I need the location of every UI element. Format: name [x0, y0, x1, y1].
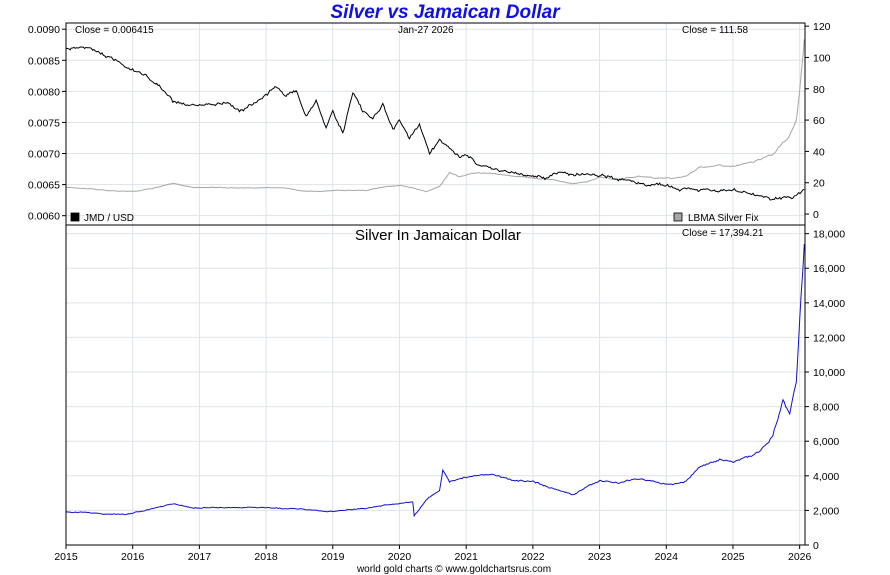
- bottom-right-tick-label: 10,000: [813, 367, 845, 379]
- x-tick-label: 2019: [321, 551, 345, 563]
- bottom-plot-frame: [66, 225, 805, 545]
- x-tick-label: 2015: [54, 551, 78, 563]
- top-close-left-label: Close = 0.006415: [75, 25, 154, 36]
- series-line-lbma-silver-fix: [66, 39, 804, 192]
- top-left-tick-label: 0.0060: [28, 211, 60, 223]
- legend-label-jmd-usd: JMD / USD: [84, 213, 134, 224]
- bottom-right-tick-label: 8,000: [813, 402, 839, 414]
- plot-frames: [66, 23, 805, 545]
- x-tick-label: 2017: [188, 551, 212, 563]
- bottom-right-tick-label: 12,000: [813, 332, 845, 344]
- series-line-silver-in-jamaican-dollar: [66, 244, 804, 516]
- axis-ticks: 2015 2016 2017 2018 2019 2020 2021 2022 2023 2024…: [28, 21, 845, 563]
- bottom-close-label: Close = 17,394.21: [682, 228, 764, 239]
- x-tick-label: 2022: [521, 551, 545, 563]
- x-tick-label: 2024: [655, 551, 679, 563]
- top-date-label: Jan-27 2026: [398, 25, 454, 36]
- chart-footer: world gold charts © www.goldchartsrus.co…: [356, 564, 551, 575]
- top-right-tick-label: 60: [813, 115, 825, 127]
- top-right-tick-label: 20: [813, 178, 825, 190]
- top-left-tick-label: 0.0085: [28, 55, 60, 67]
- bottom-right-tick-label: 18,000: [813, 229, 845, 241]
- x-tick-label: 2026: [788, 551, 812, 563]
- top-left-tick-label: 0.0065: [28, 180, 60, 192]
- bottom-right-tick-label: 2,000: [813, 505, 839, 517]
- top-right-tick-label: 120: [813, 21, 831, 33]
- bottom-right-tick-label: 16,000: [813, 263, 845, 275]
- legend-swatch-jmd-usd: [71, 213, 79, 221]
- x-tick-label: 2018: [254, 551, 278, 563]
- grid-layer: [66, 23, 805, 545]
- x-tick-label: 2023: [588, 551, 612, 563]
- top-right-tick-label: 0: [813, 209, 819, 221]
- legend-swatch-lbma-silver: [674, 213, 682, 221]
- top-plot-frame: [66, 23, 805, 225]
- bottom-plot-series: [66, 244, 804, 516]
- x-tick-label: 2020: [388, 551, 412, 563]
- top-left-tick-label: 0.0080: [28, 86, 60, 98]
- top-right-tick-label: 100: [813, 52, 831, 64]
- top-right-tick-label: 80: [813, 84, 825, 96]
- top-right-tick-label: 40: [813, 146, 825, 158]
- series-line-jmd-usd: [66, 47, 804, 200]
- top-left-tick-label: 0.0090: [28, 24, 60, 36]
- bottom-right-tick-label: 6,000: [813, 436, 839, 448]
- top-left-tick-label: 0.0070: [28, 149, 60, 161]
- bottom-right-tick-label: 4,000: [813, 471, 839, 483]
- bottom-right-tick-label: 0: [813, 540, 819, 552]
- legend-label-lbma-silver: LBMA Silver Fix: [688, 213, 759, 224]
- top-left-tick-label: 0.0075: [28, 117, 60, 129]
- x-tick-label: 2016: [121, 551, 145, 563]
- bottom-chart-title: Silver In Jamaican Dollar: [355, 227, 521, 244]
- top-close-right-label: Close = 111.58: [682, 25, 749, 36]
- x-tick-label: 2025: [721, 551, 745, 563]
- x-tick-label: 2021: [455, 551, 479, 563]
- bottom-right-tick-label: 14,000: [813, 298, 845, 310]
- top-plot-series: [66, 39, 804, 200]
